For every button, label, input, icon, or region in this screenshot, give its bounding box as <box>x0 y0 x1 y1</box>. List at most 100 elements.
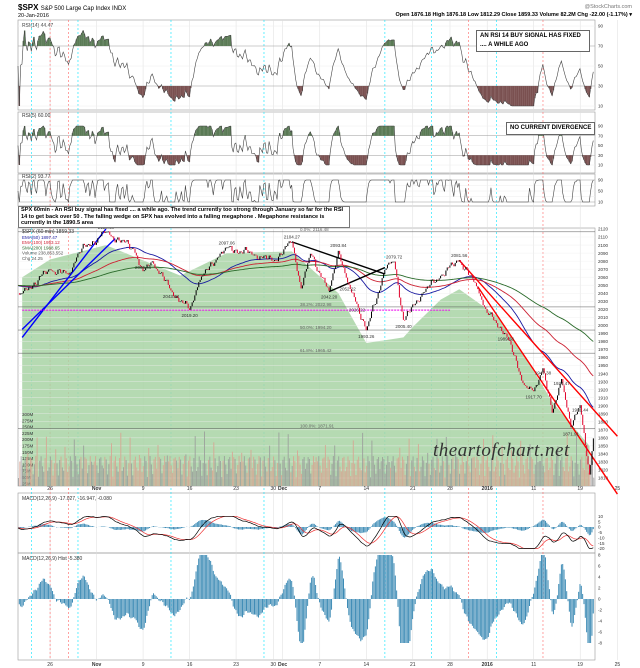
hist-axis-label: -8 <box>598 641 602 646</box>
x-tick-label-bottom: Nov <box>92 662 102 668</box>
volume-bar <box>188 460 190 486</box>
price-candle <box>206 268 208 270</box>
volume-bar <box>176 460 178 486</box>
price-candle <box>485 306 487 310</box>
price-candle <box>363 319 365 322</box>
volume-bar <box>158 457 160 486</box>
price-candle <box>332 273 334 281</box>
volume-bar <box>67 471 69 486</box>
price-candle <box>305 268 307 272</box>
price-candle <box>547 389 549 394</box>
volume-bar <box>558 475 560 486</box>
volume-bar <box>397 457 399 486</box>
volume-bar <box>79 459 81 486</box>
volume-bar <box>116 466 118 486</box>
price-candle <box>478 289 480 294</box>
price-axis-label: 1880 <box>598 419 609 424</box>
price-candle <box>41 274 43 276</box>
ohlc-readout: Open 1876.18 High 1876.18 Low 1812.29 Cl… <box>395 12 632 18</box>
volume-bar <box>219 460 221 486</box>
volume-bar <box>490 457 492 486</box>
volume-bar <box>266 471 268 486</box>
volume-bar <box>395 472 397 486</box>
price-candle <box>545 373 547 381</box>
volume-bar <box>253 456 255 486</box>
volume-bar <box>209 456 211 486</box>
price-candle <box>368 321 370 327</box>
price-candle <box>256 255 258 259</box>
volume-bar <box>552 459 554 486</box>
price-candle <box>563 385 565 393</box>
volume-bar <box>463 462 465 486</box>
hist-axis-label: -6 <box>598 630 602 635</box>
price-candle <box>22 291 24 294</box>
volume-bar <box>40 456 42 486</box>
volume-bar <box>108 464 110 486</box>
x-tick-label-bottom: Dec <box>278 662 287 668</box>
volume-bar <box>51 460 53 486</box>
volume-bar <box>390 467 391 486</box>
volume-bar <box>120 432 122 486</box>
price-candle <box>369 318 371 322</box>
volume-bar <box>363 458 365 486</box>
volume-axis-label: 225M <box>22 431 34 436</box>
rsi5-annotation: NO CURRENT DIVERGENCE <box>506 122 596 135</box>
volume-bar <box>255 474 257 486</box>
price-candle <box>558 387 560 396</box>
price-candle <box>130 248 132 250</box>
volume-bar <box>194 436 196 486</box>
price-candle <box>517 360 519 369</box>
volume-bar <box>247 458 249 486</box>
volume-bar <box>207 459 209 486</box>
volume-bar <box>346 466 348 486</box>
price-candle <box>454 262 456 267</box>
volume-bar <box>557 446 559 486</box>
price-candle <box>333 269 335 274</box>
volume-bar <box>443 461 445 486</box>
volume-bar <box>289 458 291 486</box>
price-candle <box>570 418 572 428</box>
volume-bar <box>412 456 414 486</box>
x-tick-label: 7 <box>318 486 321 492</box>
price-candle <box>307 263 309 269</box>
volume-bar <box>448 464 450 486</box>
price-candle <box>18 293 20 295</box>
price-candle <box>457 260 459 262</box>
volume-bar <box>92 464 94 486</box>
price-candle <box>510 340 512 345</box>
volume-bar <box>227 459 229 486</box>
price-axis-label: 2070 <box>598 267 609 272</box>
price-candle <box>418 301 420 303</box>
volume-bar <box>322 458 324 486</box>
x-tick-label-bottom: 21 <box>410 662 416 668</box>
price-candle <box>141 266 143 268</box>
price-candle <box>507 336 509 341</box>
hist-axis-label: -4 <box>598 619 602 624</box>
price-candle <box>541 372 543 376</box>
volume-bar <box>31 459 33 486</box>
price-axis-label: 1860 <box>598 436 609 441</box>
fib-label: 0.0%: 2116.48 <box>300 227 329 232</box>
volume-bar <box>27 453 29 486</box>
price-candle <box>115 239 117 243</box>
fib-label: 61.8%: 1965.42 <box>300 348 332 353</box>
volume-bar <box>416 457 418 486</box>
volume-bar <box>202 463 204 486</box>
price-candle <box>525 385 527 386</box>
price-candle <box>137 255 139 260</box>
pivot-label: 1989.68 <box>498 337 515 342</box>
price-candle <box>90 245 92 247</box>
price-candle <box>458 260 460 262</box>
price-candle <box>102 231 104 233</box>
price-candle <box>53 271 55 273</box>
volume-bar <box>286 470 288 486</box>
price-candle <box>185 301 186 304</box>
price-candle <box>377 292 379 299</box>
volume-bar <box>375 473 377 486</box>
volume-axis-label: 300M <box>22 412 34 417</box>
macd-axis-label: 10 <box>598 514 604 519</box>
price-candle <box>106 231 108 233</box>
volume-bar <box>204 431 205 486</box>
macd-axis-label: -20 <box>598 546 605 551</box>
price-candle <box>150 262 152 266</box>
